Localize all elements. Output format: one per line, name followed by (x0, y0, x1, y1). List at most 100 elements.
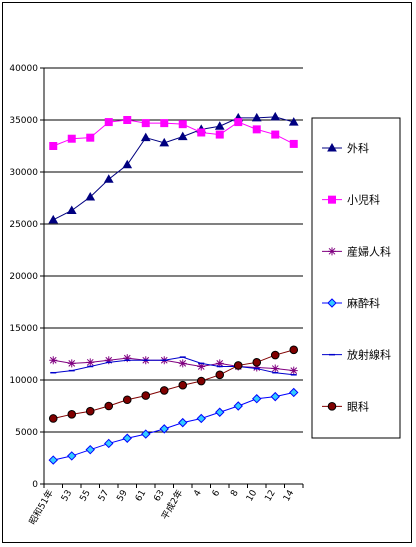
x-tick-label: 6 (211, 488, 223, 498)
legend-marker (328, 247, 336, 256)
y-tick-label: 5000 (15, 428, 38, 438)
legend-entry: 小児科 (322, 193, 380, 207)
legend-marker (327, 142, 337, 152)
data-point (49, 356, 58, 365)
data-point (252, 125, 261, 134)
data-point (160, 119, 169, 128)
data-point (178, 380, 188, 390)
data-point (288, 117, 299, 126)
data-point (215, 130, 224, 139)
grid-lines (44, 67, 303, 484)
legend-box (311, 117, 401, 439)
data-point (85, 406, 95, 416)
series-line (53, 116, 294, 221)
data-point (289, 387, 299, 398)
data-point (140, 132, 151, 142)
data-point (196, 413, 206, 424)
y-tick-label: 15000 (9, 324, 38, 334)
data-point (234, 118, 243, 127)
x-tick-label: 4 (192, 488, 204, 498)
legend-entry: 外科 (322, 141, 369, 155)
legend-marker (328, 195, 336, 204)
data-point (104, 356, 113, 365)
data-point (85, 444, 95, 455)
series-line (53, 356, 294, 376)
x-tick-label: 12 (263, 489, 277, 504)
series-2 (49, 116, 298, 150)
data-point (289, 345, 299, 355)
data-point (271, 130, 280, 139)
data-point (123, 116, 132, 124)
data-point (123, 354, 132, 363)
data-point (141, 119, 150, 128)
data-point (103, 174, 114, 183)
data-point (122, 433, 132, 443)
x-tick-label: 昭和51年 (26, 488, 56, 527)
data-point (178, 359, 187, 368)
x-tick-label: 53 (60, 489, 74, 504)
legend-label: 小児科 (347, 193, 380, 207)
x-tick-label: 61 (134, 489, 148, 504)
data-point (270, 391, 280, 402)
y-tick-label: 30000 (9, 168, 38, 178)
data-point (67, 451, 77, 461)
data-point (251, 112, 262, 122)
data-point (49, 142, 58, 150)
data-point (270, 350, 280, 360)
legend-entry: 放射線科 (322, 348, 391, 362)
series-4 (48, 387, 299, 465)
legend-label: 外科 (347, 141, 369, 155)
data-point (122, 159, 133, 169)
data-point (141, 429, 151, 439)
data-point (85, 191, 96, 201)
x-tick-label: 57 (97, 489, 111, 504)
y-tick-label: 0 (32, 480, 38, 490)
y-axis: 0 5000 10000 15000 20000 25000 30000 35000 40000 (9, 64, 45, 490)
data-point (197, 128, 206, 137)
data-point (289, 366, 298, 375)
legend-entry: 産婦人科 (322, 244, 391, 258)
data-point (122, 395, 132, 405)
data-point (252, 363, 261, 372)
legend-entry: 眼科 (322, 399, 369, 413)
legend-label: 眼科 (347, 399, 369, 413)
legend-marker (327, 402, 337, 411)
legend-entry: 麻酔科 (322, 296, 380, 310)
data-point (86, 358, 95, 367)
data-point (178, 120, 187, 129)
data-point (104, 118, 113, 127)
x-tick-label: 10 (245, 488, 260, 503)
y-tick-label: 10000 (9, 376, 38, 386)
data-point (141, 391, 151, 400)
y-tick-label: 20000 (9, 272, 38, 282)
data-point (233, 361, 243, 370)
data-point (104, 438, 114, 449)
y-tick-label: 35000 (9, 116, 38, 126)
data-point (48, 414, 58, 423)
data-point (86, 133, 95, 142)
x-tick-label: 14 (282, 488, 297, 503)
x-tick-label: 8 (229, 488, 241, 498)
y-tick-label: 40000 (9, 64, 38, 74)
data-point (48, 214, 59, 224)
data-point (177, 131, 188, 141)
data-point (66, 205, 77, 214)
data-point (67, 410, 77, 419)
legend-marker (327, 298, 337, 308)
data-point (196, 376, 206, 386)
data-point (215, 407, 225, 417)
data-point (252, 358, 262, 367)
data-point (215, 359, 224, 368)
data-point (214, 121, 225, 130)
data-point (271, 364, 280, 373)
data-point (289, 139, 298, 148)
y-tick-label: 25000 (9, 220, 38, 230)
data-point (104, 401, 114, 411)
data-point (159, 424, 169, 434)
x-tick-label: 63 (152, 489, 166, 504)
data-point (48, 455, 58, 465)
data-point (159, 137, 170, 147)
